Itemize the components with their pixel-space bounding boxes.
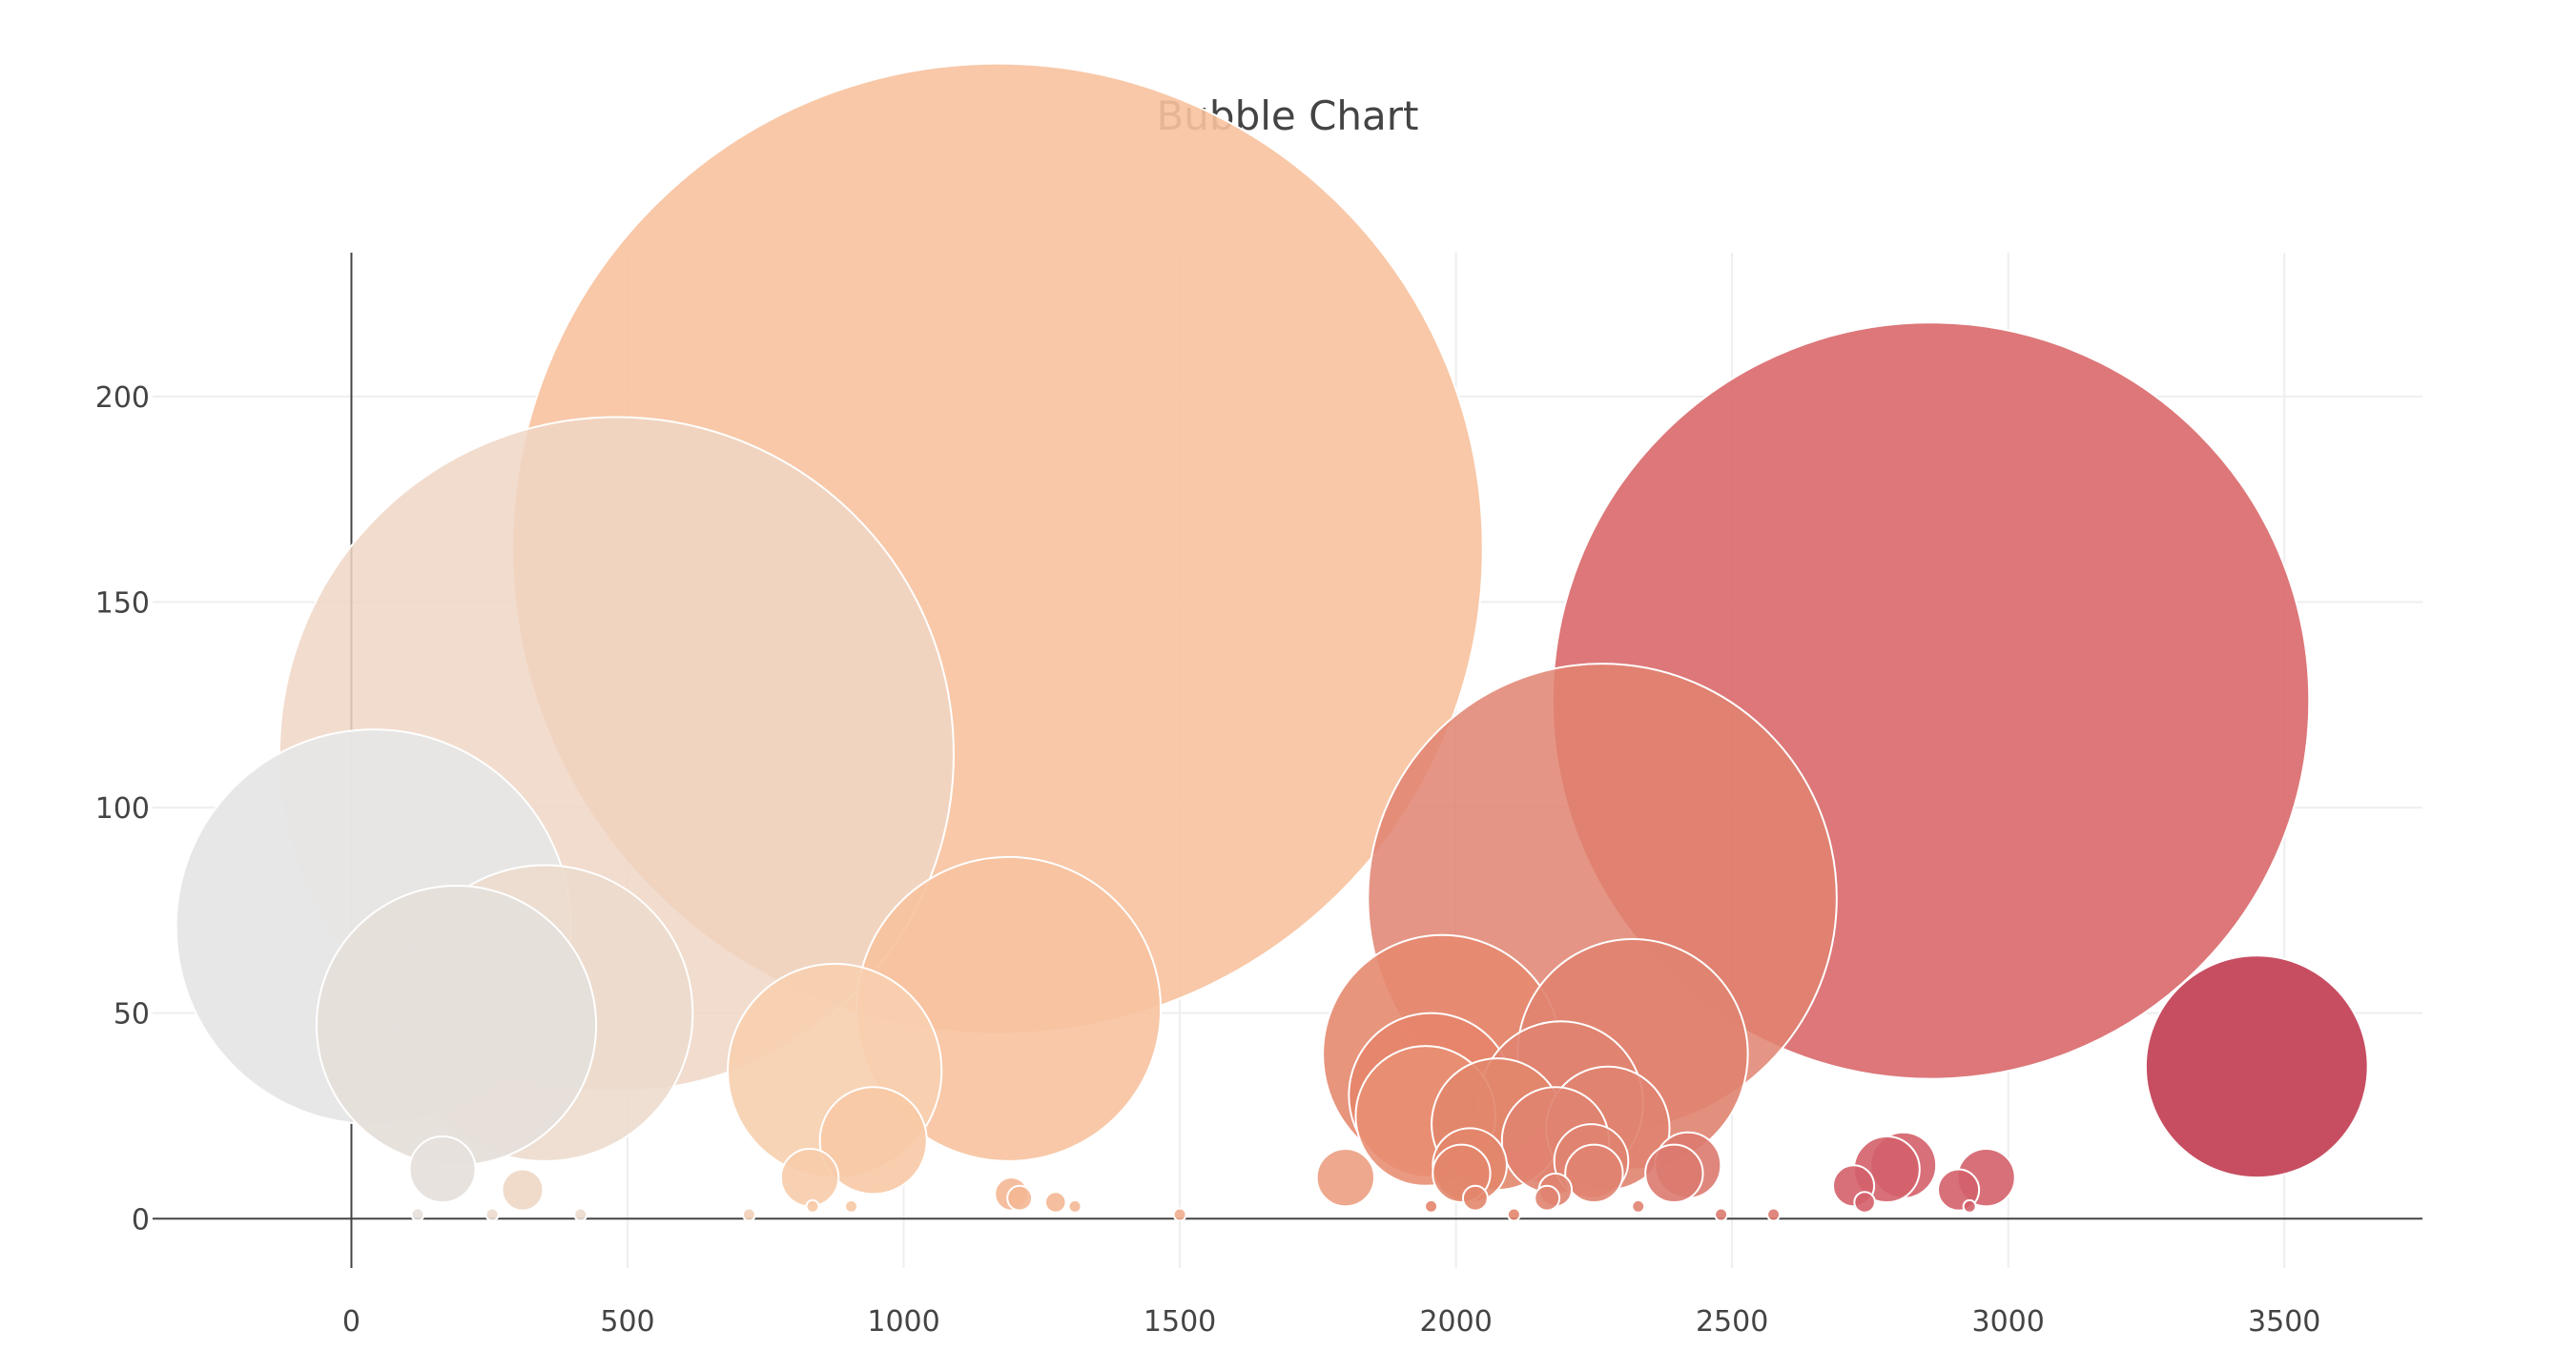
bubble-point[interactable] [1172, 1207, 1187, 1222]
bubble-point[interactable] [844, 1198, 858, 1214]
bubble-point[interactable] [818, 1086, 928, 1196]
bubble-point[interactable] [315, 885, 598, 1167]
x-tick-label: 2500 [1696, 1305, 1768, 1339]
bubble-point[interactable] [1962, 1198, 1977, 1214]
y-tick-label: 0 [132, 1203, 150, 1237]
y-tick-label: 150 [95, 586, 150, 620]
x-tick-label: 1000 [867, 1305, 939, 1339]
tick-labels: 0 500 1000 1500 2000 2500 3000 3500 0 50 100 150 200 [95, 381, 2321, 1339]
bubble-point[interactable] [410, 1207, 425, 1222]
bubble-point[interactable] [1006, 1184, 1034, 1212]
x-tick-label: 1500 [1144, 1305, 1216, 1339]
bubble-point[interactable] [1564, 1143, 1624, 1204]
y-tick-label: 200 [95, 381, 150, 415]
bubble-point[interactable] [1461, 1184, 1489, 1212]
bubble-point[interactable] [1424, 1198, 1439, 1214]
bubble-point[interactable] [1853, 1191, 1876, 1214]
y-tick-label: 100 [95, 792, 150, 826]
bubble-point[interactable] [741, 1207, 756, 1222]
bubble-point[interactable] [1766, 1207, 1782, 1222]
bubble-point[interactable] [501, 1168, 545, 1212]
bubble-point[interactable] [484, 1207, 500, 1222]
bubble-point[interactable] [1067, 1198, 1082, 1214]
x-tick-label: 500 [600, 1305, 654, 1339]
bubble-point[interactable] [408, 1135, 477, 1204]
bubble-point[interactable] [1644, 1143, 1704, 1204]
bubble-point[interactable] [1044, 1191, 1067, 1214]
x-tick-label: 2000 [1419, 1305, 1492, 1339]
bubble-point[interactable] [573, 1207, 588, 1222]
bubble-point[interactable] [1315, 1147, 1375, 1208]
bubble-point[interactable] [2144, 954, 2369, 1179]
bubbles [175, 62, 2369, 1222]
bubble-point[interactable] [805, 1198, 820, 1214]
bubble-point[interactable] [1631, 1198, 1646, 1214]
x-tick-label: 3000 [1972, 1305, 2045, 1339]
bubble-point[interactable] [1714, 1207, 1729, 1222]
x-tick-label: 3500 [2248, 1305, 2320, 1339]
bubble-point[interactable] [1506, 1207, 1521, 1222]
x-tick-label: 0 [342, 1305, 361, 1339]
y-tick-label: 50 [113, 998, 150, 1032]
bubble-point[interactable] [1534, 1184, 1561, 1212]
bubble-point[interactable] [779, 1147, 840, 1208]
